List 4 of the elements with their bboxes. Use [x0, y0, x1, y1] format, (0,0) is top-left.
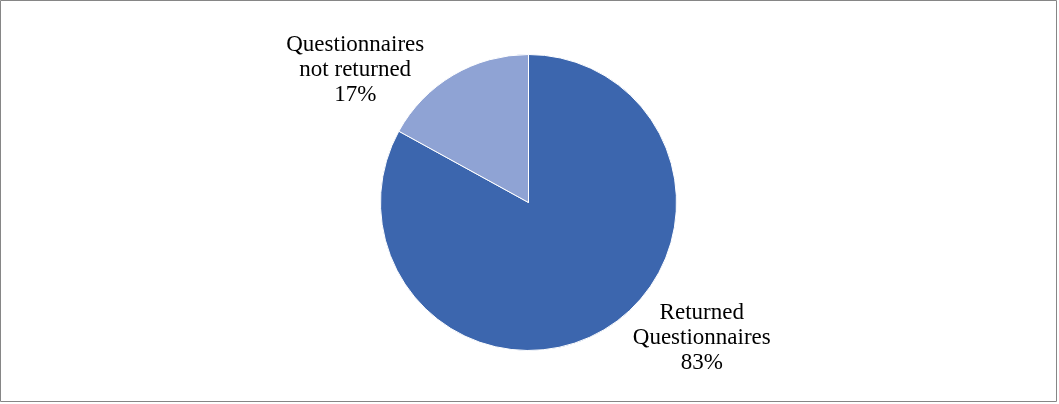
slice-label: Questionnaires not returned [286, 31, 425, 82]
slice-label: Returned Questionnaires [632, 298, 771, 349]
data-label: 17% [334, 81, 377, 107]
data-label: 83% [680, 348, 723, 374]
